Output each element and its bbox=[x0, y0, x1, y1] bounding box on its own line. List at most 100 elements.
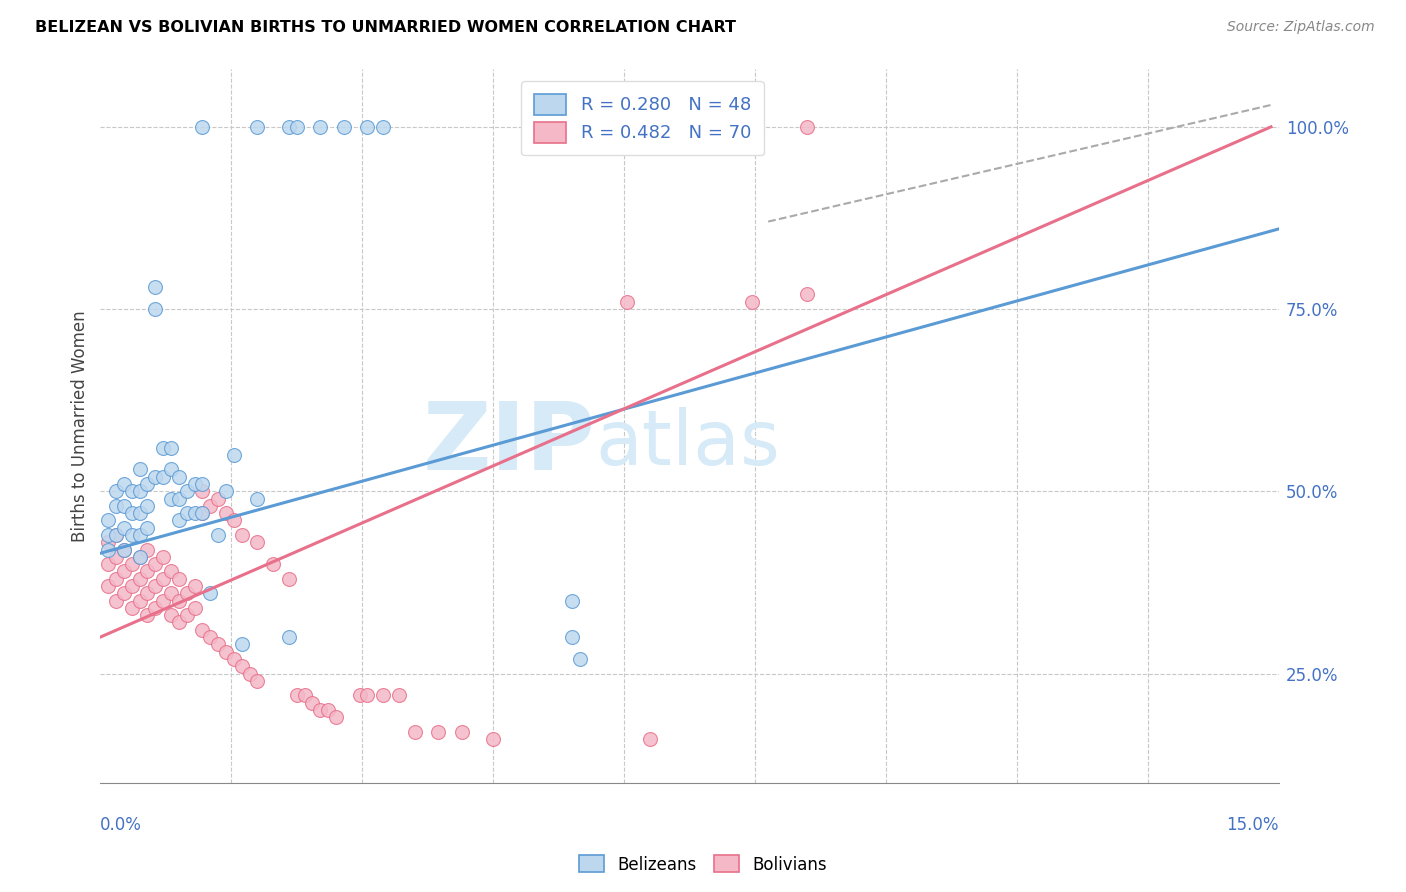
Point bbox=[294, 689, 316, 703]
Point bbox=[309, 120, 332, 134]
Legend: R = 0.280   N = 48, R = 0.482   N = 70: R = 0.280 N = 48, R = 0.482 N = 70 bbox=[522, 81, 763, 155]
Point bbox=[152, 549, 174, 564]
Point bbox=[796, 120, 818, 134]
Point bbox=[373, 689, 395, 703]
Point bbox=[167, 513, 190, 527]
Point bbox=[112, 542, 135, 557]
Point bbox=[160, 491, 183, 506]
Point bbox=[160, 462, 183, 476]
Point bbox=[191, 484, 214, 499]
Point bbox=[105, 484, 128, 499]
Point bbox=[160, 586, 183, 600]
Point bbox=[105, 549, 128, 564]
Point bbox=[136, 608, 159, 623]
Text: BELIZEAN VS BOLIVIAN BIRTHS TO UNMARRIED WOMEN CORRELATION CHART: BELIZEAN VS BOLIVIAN BIRTHS TO UNMARRIED… bbox=[35, 20, 737, 35]
Point bbox=[121, 579, 143, 593]
Point bbox=[246, 120, 269, 134]
Point bbox=[167, 469, 190, 483]
Point bbox=[200, 586, 222, 600]
Point bbox=[121, 557, 143, 571]
Point bbox=[136, 542, 159, 557]
Point bbox=[404, 724, 426, 739]
Point bbox=[121, 506, 143, 520]
Point bbox=[128, 549, 150, 564]
Point bbox=[207, 491, 229, 506]
Point bbox=[215, 506, 238, 520]
Point bbox=[309, 703, 332, 717]
Point bbox=[262, 557, 284, 571]
Text: 15.0%: 15.0% bbox=[1226, 815, 1279, 834]
Point bbox=[143, 280, 166, 294]
Point bbox=[160, 441, 183, 455]
Point bbox=[136, 521, 159, 535]
Point bbox=[152, 441, 174, 455]
Point bbox=[277, 120, 299, 134]
Point bbox=[207, 637, 229, 651]
Point bbox=[112, 542, 135, 557]
Point bbox=[143, 557, 166, 571]
Point bbox=[152, 469, 174, 483]
Point bbox=[388, 689, 411, 703]
Point bbox=[112, 499, 135, 513]
Point bbox=[207, 528, 229, 542]
Point bbox=[222, 448, 245, 462]
Point bbox=[160, 565, 183, 579]
Point bbox=[561, 630, 583, 644]
Point bbox=[349, 689, 371, 703]
Point bbox=[200, 630, 222, 644]
Point bbox=[246, 535, 269, 549]
Point bbox=[191, 477, 214, 491]
Point bbox=[640, 732, 662, 747]
Point bbox=[231, 528, 253, 542]
Point bbox=[333, 120, 356, 134]
Point bbox=[105, 593, 128, 607]
Point bbox=[112, 521, 135, 535]
Point bbox=[191, 120, 214, 134]
Point bbox=[167, 615, 190, 630]
Point bbox=[215, 484, 238, 499]
Point bbox=[796, 287, 818, 301]
Point bbox=[128, 593, 150, 607]
Point bbox=[121, 484, 143, 499]
Point bbox=[191, 506, 214, 520]
Point bbox=[97, 542, 120, 557]
Text: ZIP: ZIP bbox=[422, 398, 595, 490]
Point bbox=[97, 579, 120, 593]
Point bbox=[222, 513, 245, 527]
Point bbox=[239, 666, 262, 681]
Point bbox=[222, 652, 245, 666]
Point bbox=[152, 572, 174, 586]
Point bbox=[277, 572, 299, 586]
Point bbox=[167, 593, 190, 607]
Point bbox=[176, 484, 198, 499]
Point bbox=[183, 579, 205, 593]
Point bbox=[143, 469, 166, 483]
Point bbox=[121, 528, 143, 542]
Point bbox=[143, 579, 166, 593]
Point bbox=[167, 572, 190, 586]
Legend: Belizeans, Bolivians: Belizeans, Bolivians bbox=[571, 847, 835, 882]
Point bbox=[112, 565, 135, 579]
Point bbox=[246, 673, 269, 688]
Point bbox=[356, 120, 378, 134]
Point bbox=[121, 601, 143, 615]
Point bbox=[136, 565, 159, 579]
Point bbox=[105, 572, 128, 586]
Point bbox=[128, 462, 150, 476]
Point bbox=[231, 637, 253, 651]
Point bbox=[373, 120, 395, 134]
Point bbox=[128, 528, 150, 542]
Point bbox=[191, 623, 214, 637]
Point bbox=[167, 491, 190, 506]
Point bbox=[152, 593, 174, 607]
Point bbox=[105, 499, 128, 513]
Point bbox=[97, 513, 120, 527]
Point bbox=[231, 659, 253, 673]
Point bbox=[97, 557, 120, 571]
Point bbox=[246, 491, 269, 506]
Point bbox=[183, 601, 205, 615]
Point bbox=[97, 535, 120, 549]
Point bbox=[616, 294, 638, 309]
Point bbox=[277, 630, 299, 644]
Point bbox=[183, 477, 205, 491]
